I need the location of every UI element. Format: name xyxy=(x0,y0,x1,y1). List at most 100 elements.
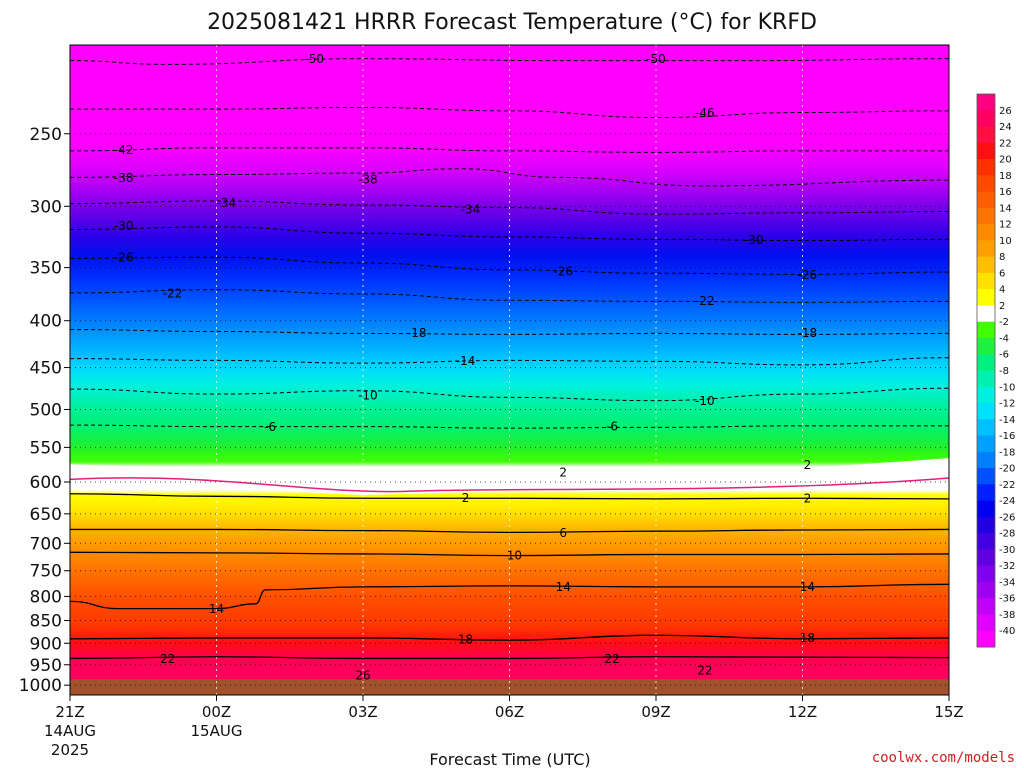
contour-label: -38 xyxy=(358,172,378,186)
x-tick-label: 00Z xyxy=(202,703,231,721)
colorbar-swatch xyxy=(977,159,995,176)
contour-label: 2 xyxy=(462,491,470,505)
colorbar-label: -22 xyxy=(999,480,1015,491)
plot-area: -50 -50 -46 -42 -38 -38 -34 -34 -30 -30 -26 -26 -26 -… xyxy=(70,45,949,695)
colorbar-label: -26 xyxy=(999,512,1015,523)
colorbar-swatch xyxy=(977,126,995,144)
y-tick-label: 950 xyxy=(30,656,62,676)
colorbar-label: -18 xyxy=(999,447,1015,458)
colorbar-label: -30 xyxy=(999,545,1015,556)
x-axis-label: Forecast Time (UTC) xyxy=(429,750,590,768)
contour-label: -26 xyxy=(114,251,134,265)
colorbar-swatch xyxy=(977,94,995,111)
colorbar-swatch xyxy=(977,370,995,388)
contour-label: -18 xyxy=(798,326,818,340)
x-tick-label: 03Z xyxy=(348,703,377,721)
colorbar-swatch xyxy=(977,337,995,355)
colorbar-swatch xyxy=(977,207,995,225)
colorbar-swatch xyxy=(977,451,995,469)
contour-label: 6 xyxy=(559,526,567,540)
colorbar-swatch xyxy=(977,305,995,323)
colorbar-swatch xyxy=(977,256,995,274)
contour-label: 10 xyxy=(507,549,522,563)
contour-line-10 xyxy=(70,551,949,557)
colorbar-swatch xyxy=(977,224,995,241)
colorbar-label: -32 xyxy=(999,561,1015,572)
contour-label: -38 xyxy=(114,171,134,185)
colorbar-label: -28 xyxy=(999,529,1015,540)
colorbar-label: 20 xyxy=(999,155,1012,166)
colorbar-swatch xyxy=(977,468,995,485)
y-tick-label: 750 xyxy=(30,562,62,582)
contour-label: -6 xyxy=(264,420,276,434)
contour-label: 18 xyxy=(458,632,473,646)
contour-label: -50 xyxy=(304,52,324,66)
colorbar-label: 16 xyxy=(999,187,1012,198)
x-tick-label: 15AUG xyxy=(191,722,243,740)
colorbar-label: -10 xyxy=(999,382,1015,393)
colorbar-swatch xyxy=(977,630,995,648)
colorbar-label: -4 xyxy=(999,333,1009,344)
contour-label: 22 xyxy=(160,652,175,666)
contour-labels: -50 -50 -46 -42 -38 -38 -34 -34 -30 -30 -26 -26 -26 -… xyxy=(114,52,818,682)
colorbar-label: -40 xyxy=(999,626,1015,637)
contour-label: -30 xyxy=(744,233,764,247)
colorbar-label: -34 xyxy=(999,577,1015,588)
y-tick-label: 250 xyxy=(30,125,62,145)
x-tick-label: 12Z xyxy=(788,703,817,721)
colorbar-label: -36 xyxy=(999,594,1015,605)
colorbar-label: -38 xyxy=(999,610,1015,621)
y-tick-label: 550 xyxy=(30,438,62,458)
colorbar-swatch xyxy=(977,191,995,209)
colorbar-swatch xyxy=(977,598,995,615)
contour-label: -10 xyxy=(695,394,715,408)
contour-label: -14 xyxy=(456,354,476,368)
colorbar-swatch xyxy=(977,386,995,404)
y-tick-label: 900 xyxy=(30,634,62,654)
colorbar-swatch xyxy=(977,565,995,583)
colorbar-swatch xyxy=(977,484,995,502)
contour-line-22 xyxy=(70,656,949,660)
colorbar-label: 8 xyxy=(999,252,1005,263)
contour-label: -26 xyxy=(798,268,818,282)
contour-label: -6 xyxy=(606,419,618,433)
x-tick-label: 06Z xyxy=(495,703,524,721)
colorbar-frame xyxy=(976,93,996,648)
colorbar-label: 10 xyxy=(999,236,1012,247)
y-tick-label: 1000 xyxy=(19,676,62,696)
colorbar-swatch xyxy=(977,354,995,371)
colorbar-label: 22 xyxy=(999,138,1012,149)
credit-link[interactable]: coolwx.com/models xyxy=(872,750,1015,766)
colorbar-label: 4 xyxy=(999,285,1005,296)
y-tick-label: 450 xyxy=(30,359,62,379)
colorbar-label: 14 xyxy=(999,203,1012,214)
colorbar-label: -6 xyxy=(999,350,1009,361)
colorbar-swatch xyxy=(977,500,995,518)
colorbar-label: -24 xyxy=(999,496,1015,507)
colorbar-label: -2 xyxy=(999,317,1009,328)
colorbar-swatch xyxy=(977,110,995,128)
contour-line-6 xyxy=(70,528,949,534)
contour-label: -22 xyxy=(163,286,183,300)
contour-label: -50 xyxy=(646,52,666,66)
contour-label: 22 xyxy=(604,652,619,666)
colorbar-label: 2 xyxy=(999,301,1005,312)
colorbar-swatch xyxy=(977,240,995,258)
contour-label: -22 xyxy=(695,294,715,308)
contour-label: -34 xyxy=(461,202,481,216)
y-tick-label: 850 xyxy=(30,612,62,632)
colorbar-swatch xyxy=(977,516,995,534)
colorbar-label: -16 xyxy=(999,431,1015,442)
contour-label: -46 xyxy=(695,106,715,120)
colorbar-label: 12 xyxy=(999,220,1012,231)
contour-label: 2 xyxy=(804,458,812,472)
y-tick-label: 600 xyxy=(30,473,62,493)
colorbar-swatch xyxy=(977,581,995,599)
y-tick-label: 700 xyxy=(30,534,62,554)
contour-line-18 xyxy=(70,634,949,641)
colorbar: 26 24 22 20 18 16 14 12 10 8 6 4 2 -2 -4 -6 -8 -10 -12 -14 -… xyxy=(976,93,1015,648)
colorbar-label: 18 xyxy=(999,171,1012,182)
colorbar-swatch xyxy=(977,272,995,290)
